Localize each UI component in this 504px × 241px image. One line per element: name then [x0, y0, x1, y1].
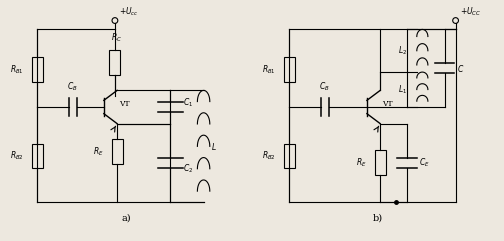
FancyBboxPatch shape — [374, 150, 386, 175]
Text: $C$: $C$ — [457, 63, 464, 74]
FancyBboxPatch shape — [284, 144, 295, 168]
Text: $R_{B2}$: $R_{B2}$ — [263, 149, 276, 162]
Text: $C_1$: $C_1$ — [182, 96, 193, 109]
FancyBboxPatch shape — [111, 139, 122, 164]
Text: $+U_{cc}$: $+U_{cc}$ — [119, 6, 139, 18]
Text: VT: VT — [382, 100, 393, 108]
FancyBboxPatch shape — [284, 57, 295, 81]
Text: $R_C$: $R_C$ — [110, 31, 121, 44]
Text: $L_2$: $L_2$ — [398, 45, 407, 57]
FancyBboxPatch shape — [109, 50, 120, 75]
Text: $C_B$: $C_B$ — [320, 80, 330, 93]
Text: $C_E$: $C_E$ — [419, 157, 430, 169]
Text: $L$: $L$ — [211, 141, 217, 152]
FancyBboxPatch shape — [32, 57, 43, 81]
Text: $C_2$: $C_2$ — [182, 162, 193, 175]
Text: $R_{B2}$: $R_{B2}$ — [11, 149, 24, 162]
Text: $+U_{CC}$: $+U_{CC}$ — [460, 6, 481, 18]
Text: $R_{B1}$: $R_{B1}$ — [11, 63, 24, 76]
FancyBboxPatch shape — [32, 144, 43, 168]
Text: a): a) — [121, 213, 131, 222]
Text: b): b) — [373, 213, 383, 222]
Text: VT: VT — [119, 100, 130, 108]
Text: $L_1$: $L_1$ — [398, 83, 407, 96]
Text: $R_E$: $R_E$ — [356, 156, 367, 169]
Text: $R_{B1}$: $R_{B1}$ — [263, 63, 276, 76]
Text: $C_B$: $C_B$ — [68, 80, 78, 93]
Text: $R_E$: $R_E$ — [93, 145, 104, 158]
